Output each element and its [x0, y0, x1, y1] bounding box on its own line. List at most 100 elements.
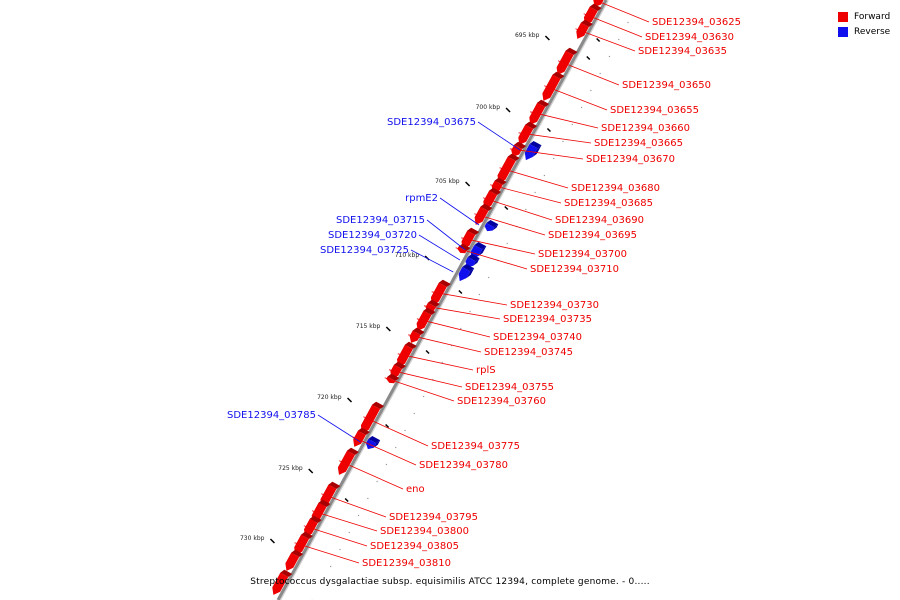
leader-line — [423, 305, 501, 320]
gene-bevel — [478, 246, 487, 256]
gene-cap — [428, 299, 440, 307]
leader-line — [321, 493, 387, 518]
gene-label: SDE12394_03800 — [380, 526, 469, 537]
kbp-tick-mark — [385, 326, 391, 332]
gene-bevel — [532, 145, 542, 157]
scale-dot — [506, 242, 508, 245]
genome-caption: Streptococcus dysgalactiae subsp. equisi… — [250, 577, 650, 587]
gene-cap — [387, 373, 400, 381]
gene-label: SDE12394_03795 — [389, 512, 478, 523]
gene-label: SDE12394_03695 — [548, 230, 637, 241]
kbp-tick-mark — [308, 468, 314, 474]
gene-cap — [423, 307, 436, 315]
gene-cap — [565, 47, 578, 55]
gene-cap — [489, 187, 502, 195]
scale-dot — [590, 89, 592, 92]
gene-cap — [458, 243, 471, 251]
gene-label: SDE12394_03685 — [564, 198, 653, 209]
backbone-layer — [276, 0, 609, 600]
gene-label: SDE12394_03725 — [320, 245, 409, 256]
gene-arrow — [576, 22, 589, 39]
kbp-tick-label: 695 kbp — [515, 32, 540, 39]
gene-cap — [301, 531, 313, 539]
gene-cap — [405, 341, 417, 349]
kbp-tick-mark — [505, 107, 511, 113]
gene-SDE12394_03650 — [556, 47, 578, 75]
gene-arrow — [542, 74, 561, 101]
legend-label-reverse: Reverse — [854, 26, 891, 37]
kbp-tick-label: 730 kbp — [240, 535, 265, 542]
gene-label: SDE12394_03745 — [484, 347, 573, 358]
gene-cap — [309, 515, 322, 523]
leader-line — [518, 132, 592, 144]
scale-dot — [395, 446, 397, 449]
legend-item-forward: Forward — [838, 9, 900, 24]
gene-bevel — [373, 440, 381, 448]
leader-line — [482, 197, 553, 221]
gene-cap — [328, 481, 341, 489]
scale-dot — [534, 191, 536, 194]
legend-item-reverse: Reverse — [838, 24, 900, 39]
gene-bevel — [492, 224, 499, 231]
gene-label: SDE12394_03740 — [493, 332, 582, 343]
scale-dot — [525, 208, 527, 211]
leader-line — [490, 184, 562, 204]
gene-label: SDE12394_03760 — [457, 396, 546, 407]
scale-dot — [441, 361, 443, 364]
gene-label: rpmE2 — [405, 193, 438, 204]
gene-label: SDE12394_03680 — [571, 183, 660, 194]
gene-cap — [552, 71, 565, 79]
gene-cap — [438, 279, 451, 287]
gene-SDE12394_03780 — [353, 427, 370, 447]
leader-line — [461, 237, 536, 255]
gene-label: SDE12394_03720 — [328, 230, 417, 241]
gene-cap — [589, 3, 602, 12]
scale-dot — [488, 276, 490, 279]
gene-SDE12394_03670 — [511, 141, 527, 157]
backbone-line — [276, 0, 608, 600]
scale-dot — [432, 378, 434, 381]
gene-arrow — [518, 124, 534, 145]
scale-dot — [469, 310, 471, 313]
scale-dot — [367, 497, 369, 500]
gene-cap — [467, 254, 480, 262]
gene-cap — [537, 99, 550, 107]
gene-cap — [474, 242, 487, 250]
gene-rplS — [397, 341, 417, 367]
leader-line — [509, 148, 584, 160]
scale-dot — [413, 412, 415, 415]
feature-tick — [385, 423, 390, 429]
scale-dot — [348, 531, 350, 534]
gene-label: SDE12394_03755 — [465, 382, 554, 393]
gene-label: SDE12394_03660 — [601, 123, 690, 134]
gene-SDE12394_03730 — [430, 279, 451, 305]
scale-dot — [553, 157, 555, 160]
gene-arrow — [465, 257, 476, 268]
gene-label: SDE12394_03675 — [387, 117, 476, 128]
scale-dot — [571, 123, 573, 126]
gene-label: rplS — [476, 365, 496, 376]
kbp-tick-label: 725 kbp — [278, 465, 303, 472]
gene-label: SDE12394_03630 — [645, 32, 734, 43]
kbp-tick-label: 705 kbp — [435, 178, 460, 185]
gene-cap — [507, 153, 520, 161]
gene-arrow — [484, 223, 495, 232]
scale-dot — [339, 548, 341, 551]
feature-tick — [586, 55, 591, 61]
kbp-tick-label: 710 kbp — [395, 252, 420, 259]
scale-dot — [478, 293, 480, 296]
leader-line — [455, 247, 528, 270]
gene-arrow — [353, 430, 366, 447]
gene-label: SDE12394_03665 — [594, 138, 683, 149]
gene-bevel — [466, 268, 475, 278]
feature-tick — [425, 349, 430, 355]
gene-cap — [462, 264, 475, 272]
gene-SDE12394_03635 — [576, 19, 593, 39]
scale-dot — [460, 327, 462, 330]
leader-line — [439, 197, 480, 226]
gene-label: SDE12394_03780 — [419, 460, 508, 471]
gene-label: SDE12394_03735 — [503, 314, 592, 325]
gene-cap — [372, 401, 385, 409]
leader-line — [416, 318, 491, 338]
gene-SDE12394_03665 — [518, 121, 538, 145]
